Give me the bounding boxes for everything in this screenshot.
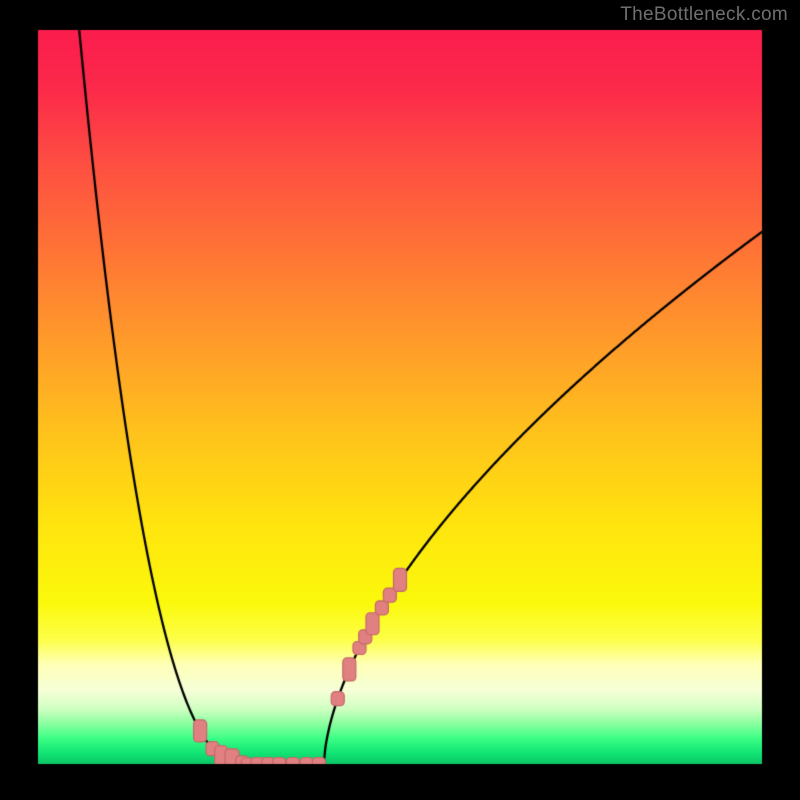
bottleneck-curve-chart	[0, 0, 800, 800]
watermark-text: TheBottleneck.com	[620, 4, 788, 26]
chart-stage: TheBottleneck.com	[0, 0, 800, 800]
